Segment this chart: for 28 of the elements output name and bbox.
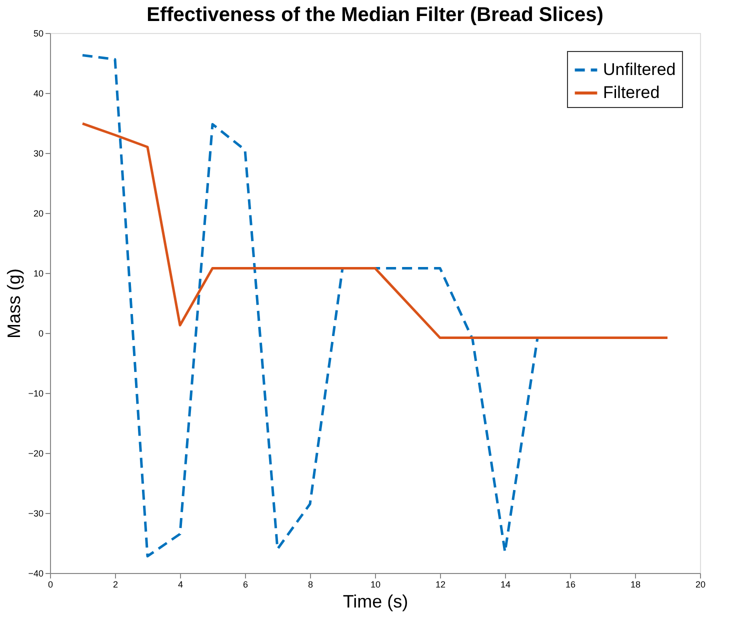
y-tick-label: 30 bbox=[33, 148, 44, 158]
x-tick-label: 16 bbox=[565, 580, 576, 590]
x-tick-label: 6 bbox=[242, 580, 248, 590]
legend-label: Filtered bbox=[603, 83, 660, 102]
y-tick-label: 20 bbox=[33, 208, 44, 218]
y-tick-label: −40 bbox=[28, 568, 44, 578]
y-tick-label: −10 bbox=[28, 388, 44, 398]
x-tick-label: 4 bbox=[178, 580, 184, 590]
x-tick-label: 20 bbox=[695, 580, 706, 590]
legend-label: Unfiltered bbox=[603, 60, 676, 79]
y-tick-label: 50 bbox=[33, 28, 44, 38]
x-tick-label: 0 bbox=[48, 580, 54, 590]
x-axis-title: Time (s) bbox=[342, 592, 408, 612]
x-tick-label: 12 bbox=[435, 580, 446, 590]
y-axis-title: Mass (g) bbox=[4, 268, 24, 339]
x-tick-label: 18 bbox=[630, 580, 641, 590]
line-series bbox=[81, 122, 669, 340]
line-series bbox=[81, 54, 539, 558]
y-tick-label: −20 bbox=[28, 448, 44, 458]
x-tick-label: 10 bbox=[370, 580, 381, 590]
y-tick-label: −30 bbox=[28, 508, 44, 518]
x-tick-label: 14 bbox=[500, 580, 511, 590]
chart-title: Effectiveness of the Median Filter (Bread Slices) bbox=[146, 4, 604, 26]
y-tick-label: 0 bbox=[38, 328, 44, 338]
x-tick-label: 2 bbox=[112, 580, 118, 590]
y-tick-label: 10 bbox=[33, 268, 44, 278]
x-tick-label: 8 bbox=[308, 580, 314, 590]
y-tick-label: 40 bbox=[33, 88, 44, 98]
